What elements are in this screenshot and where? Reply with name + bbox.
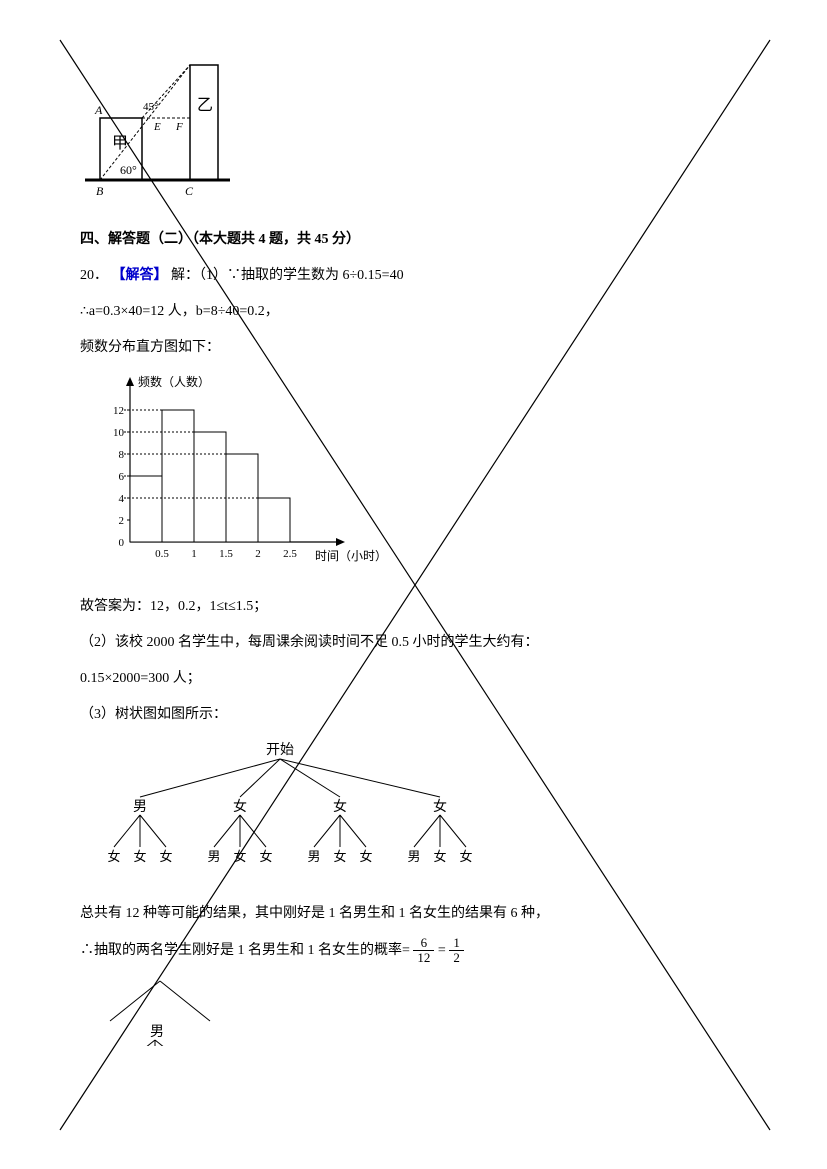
tree-l2-11: 女 bbox=[459, 849, 472, 864]
conclusion-pre: ∴抽取的两名学生刚好是 1 名男生和 1 名女生的概率= bbox=[80, 943, 410, 958]
answer-line-d: （3）树状图如图所示： bbox=[80, 701, 747, 729]
q20-line3: 频数分布直方图如下： bbox=[80, 334, 747, 362]
label-F: F bbox=[175, 121, 183, 133]
tree-l2-7: 女 bbox=[333, 849, 346, 864]
histogram-figure: 频数（人数） 时间（小时） 0 2 4 6 8 10 12 0.5 1 1.5 … bbox=[80, 372, 747, 583]
tree-l2-2: 女 bbox=[159, 849, 172, 864]
tree-diagram: 开始 男 女 女 女 女 女 女 男 女 女 男 女 女 男 女 女 bbox=[80, 739, 747, 890]
tree-root: 开始 bbox=[266, 742, 294, 758]
tree-l2-6: 男 bbox=[307, 849, 320, 864]
xtick-2: 2 bbox=[255, 548, 261, 560]
ytick-10: 10 bbox=[113, 427, 125, 439]
ytick-4: 4 bbox=[119, 493, 125, 505]
ytick-6: 6 bbox=[119, 471, 125, 483]
tree-l2-4: 女 bbox=[233, 849, 246, 864]
conclusion-line1: 总共有 12 种等可能的结果，其中刚好是 1 名男生和 1 名女生的结果有 6 … bbox=[80, 900, 747, 928]
label-yi: 乙 bbox=[197, 97, 213, 114]
label-60: 60° bbox=[120, 163, 137, 177]
q20-number: 20． bbox=[80, 268, 108, 283]
q20-line2: ∴a=0.3×40=12 人，b=8÷40=0.2， bbox=[80, 298, 747, 326]
ytick-0: 0 bbox=[119, 537, 125, 549]
bottom-tree-fragment: 男 bbox=[80, 976, 747, 1057]
label-A: A bbox=[94, 103, 103, 117]
conclusion-line2: ∴抽取的两名学生刚好是 1 名男生和 1 名女生的概率= 6 12 = 1 2 bbox=[80, 936, 747, 966]
ytick-12: 12 bbox=[113, 405, 124, 417]
hist-ylabel: 频数（人数） bbox=[138, 374, 210, 389]
fraction-2: 1 2 bbox=[449, 936, 464, 966]
answer-line-c: 0.15×2000=300 人； bbox=[80, 665, 747, 693]
tree-l2-0: 女 bbox=[107, 849, 120, 864]
xtick-1: 1 bbox=[191, 548, 197, 560]
tree-l2-5: 女 bbox=[259, 849, 272, 864]
q20-line1: 20． 【解答】 解：（1）∵抽取的学生数为 6÷0.15=40 bbox=[80, 262, 747, 290]
label-jia: 甲 bbox=[112, 135, 128, 152]
q20-text1: 解：（1）∵抽取的学生数为 6÷0.15=40 bbox=[171, 268, 404, 283]
label-C: C bbox=[185, 184, 194, 198]
bottom-tree-label: 男 bbox=[150, 1025, 164, 1040]
eq-sign: = bbox=[438, 943, 446, 958]
fraction-1: 6 12 bbox=[413, 936, 434, 966]
label-45: 45° bbox=[143, 101, 158, 113]
answer-line-a: 故答案为：12，0.2，1≤t≤1.5； bbox=[80, 593, 747, 621]
tree-l1-0: 男 bbox=[133, 800, 147, 815]
label-E: E bbox=[153, 121, 161, 133]
tree-l2-1: 女 bbox=[133, 849, 146, 864]
tree-l2-3: 男 bbox=[207, 849, 220, 864]
answer-label: 【解答】 bbox=[112, 268, 168, 283]
ytick-2: 2 bbox=[119, 515, 125, 527]
section-heading: 四、解答题（二）（本大题共 4 题，共 45 分） bbox=[80, 226, 747, 254]
xtick-05: 0.5 bbox=[155, 548, 169, 560]
tree-l2-9: 男 bbox=[407, 849, 420, 864]
xtick-15: 1.5 bbox=[219, 548, 233, 560]
label-B: B bbox=[96, 184, 104, 198]
tree-l2-10: 女 bbox=[433, 849, 446, 864]
tree-l1-1: 女 bbox=[233, 798, 247, 815]
tree-l1-2: 女 bbox=[333, 798, 347, 815]
answer-line-b: （2）该校 2000 名学生中，每周课余阅读时间不足 0.5 小时的学生大约有： bbox=[80, 629, 747, 657]
ytick-8: 8 bbox=[119, 449, 125, 461]
tree-l1-3: 女 bbox=[433, 798, 447, 815]
tree-l2-8: 女 bbox=[359, 849, 372, 864]
hist-xlabel: 时间（小时） bbox=[315, 549, 387, 563]
xtick-25: 2.5 bbox=[283, 548, 297, 560]
geometry-figure: 甲 A 乙 60° 45° E F B C bbox=[80, 50, 747, 216]
